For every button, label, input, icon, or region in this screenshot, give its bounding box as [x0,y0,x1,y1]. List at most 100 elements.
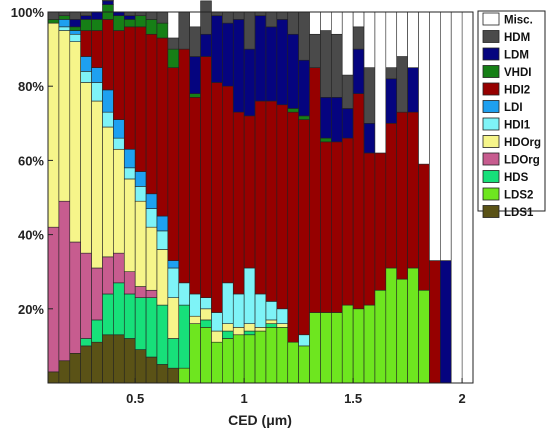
bar-segment-lds2 [331,312,343,384]
x-axis-title: CED (μm) [228,412,292,428]
bar-segment-hdi2 [396,111,408,280]
bar-segment-vhdi [123,19,136,28]
bar-segment-hdm [385,67,398,80]
legend-label: VHDI [504,67,531,79]
bar-segment-hdi2 [320,141,332,313]
bar-segment-hdorg [58,30,71,202]
legend-label: HDM [504,32,530,44]
bar-segment-hdi2 [156,37,169,217]
bar-segment-hds [123,293,136,339]
bar-segment-hdm [134,11,147,17]
bar-segment-hdi2 [232,111,245,295]
bar-segment-hdi2 [91,30,103,68]
bar-segment-ldm [287,33,299,109]
legend-label: LDM [504,50,529,62]
bar-segment-vhdi [320,137,332,143]
bar-segment-misc [396,11,408,57]
bar-segment-hds [167,338,180,369]
bar-segment-hdi2 [189,97,201,295]
bar-segment-misc [309,11,321,35]
bar-segment-misc [385,11,398,68]
bar-segment-hdi2 [407,111,419,269]
bar-segment-hdi1 [91,82,103,102]
bar-segment-hdi2 [254,100,267,295]
bar-segment-hdorg [69,41,81,243]
bar-segment-lds2 [211,341,223,384]
bar-segment-hdorg [232,327,245,336]
y-tick-label: 100% [11,5,45,20]
bar-segment-hdm [156,11,169,24]
bar-segment-lds1 [58,360,71,384]
bar-segment-ldm [440,260,452,384]
bar-segment-lds2 [178,367,190,384]
bar-segment-ldorg [123,271,136,295]
bar-segment-hds [91,319,103,343]
bar-segment-hdorg [80,82,92,254]
bar-segment-ldorg [47,226,60,373]
y-axis: 20% 40% 60% 80% 100% [11,5,53,317]
bar-segment-vhdi [156,22,169,39]
bar-segment-ldm [363,123,376,154]
bar-segment-hdi1 [123,167,136,180]
legend-swatch [482,205,500,218]
bar-segment-hdi2 [178,48,190,284]
bar-segment-vhdi [145,19,158,35]
bar-segment-hdm [145,11,158,20]
bar-segment-hdm [363,67,376,124]
bar-segment-hdi2 [374,152,387,291]
bar-segment-hdi2 [276,104,289,310]
bar-segment-ldm [265,26,278,102]
bar-segment-ldm [189,56,201,94]
bar-segment-hds [113,282,125,336]
y-tick-label: 40% [18,228,44,243]
bar-segment-hdm [123,11,136,17]
legend-label: Misc. [504,15,533,27]
bar-segment-ldm [254,15,267,102]
bar-segment-lds2 [298,345,310,384]
bar-segment-lds1 [134,349,147,384]
bar-segment-hdm [102,0,114,2]
bar-segment-vhdi [47,19,60,24]
bar-segment-hdi1 [232,293,245,328]
bar-segment-lds2 [396,278,408,384]
bar-segment-hdi1 [276,308,289,324]
bar-segment-misc [363,11,376,68]
bar-segment-hds [243,330,256,336]
bar-segment-ldm [243,48,256,117]
bar-segment-ldm [200,33,212,57]
x-tick-label: 1.5 [344,391,362,406]
bar-segment-lds2 [243,334,256,384]
bar-segment-hdi2 [363,152,376,306]
bar-segment-ldi [58,19,71,28]
bar-segment-lds1 [91,341,103,384]
bar-segment-hdm [320,30,332,98]
bar-segment-ldm [341,108,354,139]
bar-segment-hdi2 [298,119,310,336]
bar-segment-vhdi [58,15,71,20]
bar-segment-hdi2 [418,163,430,291]
bar-segment-hdorg [167,297,180,339]
bar-segment-hdm [189,26,201,57]
bar-segment-hdorg [189,315,201,324]
bar-segment-lds2 [287,341,299,384]
bar-segment-ldi [134,171,147,187]
bar-segment-hds [145,297,158,358]
legend-label: HDOrg [504,137,541,149]
bar-segment-misc [440,11,452,261]
bar-segment-ldm [91,11,103,20]
bar-segment-hdi1 [58,26,71,31]
bar-segment-ldorg [134,286,147,298]
bar-segment-hdi2 [287,111,299,343]
bar-segment-hdi1 [134,186,147,202]
bar-segment-lds2 [374,289,387,384]
bar-segment-ldm [69,19,81,28]
bar-segment-hdorg [265,319,278,324]
bar-segment-ldi [69,30,81,35]
bar-segment-ldorg [91,267,103,321]
bar-segment-hdm [178,11,190,50]
bar-segment-hdi1 [189,293,201,317]
legend: Misc. HDM LDM VHDI HDI2 LDI HDI1 HDOrg LDOrg HDS L… [477,10,546,219]
bar-segment-hdi2 [211,82,223,313]
bar-segment-hdm [47,11,60,20]
